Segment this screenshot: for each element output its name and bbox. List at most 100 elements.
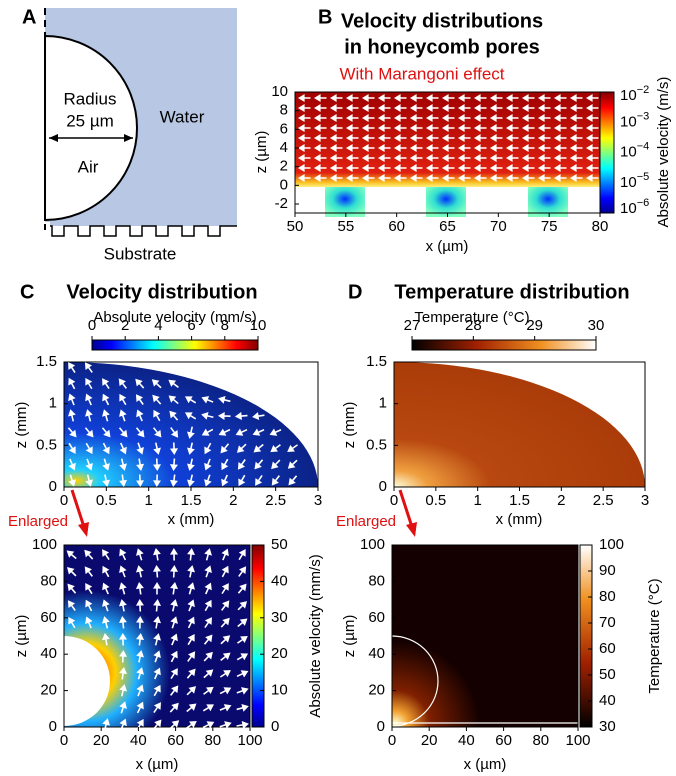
flow-arrow	[553, 174, 567, 182]
flow-arrow	[537, 174, 551, 182]
flow-arrow	[537, 154, 551, 162]
flow-arrow	[329, 104, 343, 112]
y-tick-label: 6	[280, 120, 288, 137]
arrow-head	[406, 522, 417, 537]
flow-arrow	[313, 104, 327, 112]
flow-arrow	[473, 94, 487, 102]
axis-label: x (µm)	[464, 756, 507, 773]
flow-arrow	[313, 154, 327, 162]
flow-arrow	[102, 582, 110, 595]
panel-label: D	[348, 281, 362, 303]
flow-arrow	[219, 721, 232, 729]
flow-arrow	[271, 459, 281, 470]
flow-arrow	[585, 134, 599, 142]
flow-arrow	[521, 124, 535, 132]
tick-base: 10	[620, 174, 637, 191]
arrow-heads	[49, 134, 133, 142]
flow-arrow	[553, 104, 567, 112]
flow-arrow	[119, 548, 127, 561]
x-tick-label: 2	[229, 492, 237, 509]
flow-arrow	[553, 114, 567, 122]
flow-arrow	[152, 548, 161, 561]
x-tick-label: 2.5	[593, 492, 614, 509]
flow-arrow	[102, 378, 110, 390]
panel-title: Velocity distributions	[341, 10, 543, 32]
y-tick-label: 100	[599, 536, 624, 553]
flow-arrow	[345, 104, 359, 112]
flow-arrow	[297, 94, 311, 102]
flow-arrow	[505, 104, 519, 112]
flow-arrow	[505, 124, 519, 132]
flow-arrow	[203, 634, 213, 645]
flow-arrow	[537, 134, 551, 142]
flow-arrow	[409, 114, 423, 122]
flow-arrow	[377, 114, 391, 122]
flow-arrow	[585, 124, 599, 132]
flow-arrow	[102, 599, 110, 612]
flow-arrow	[119, 667, 128, 680]
flow-arrow	[585, 144, 599, 152]
flow-arrow	[255, 474, 263, 486]
y-tick-label: -2	[275, 195, 288, 212]
x-tick-label: 80	[204, 732, 221, 749]
flow-arrow	[377, 174, 391, 182]
flow-arrow	[234, 412, 248, 421]
flow-arrow	[569, 154, 583, 162]
flow-arrow	[313, 164, 327, 172]
flow-arrow	[425, 164, 439, 172]
flow-arrow	[235, 428, 248, 436]
y-tick-label: 0	[280, 176, 288, 193]
flow-arrow	[329, 134, 343, 142]
colorbar	[579, 544, 593, 728]
flow-arrow	[345, 174, 359, 182]
y-tick-label: 100	[32, 536, 57, 553]
flow-arrow	[204, 582, 212, 595]
flow-arrow	[271, 475, 280, 486]
flow-arrow	[377, 134, 391, 142]
x-tick-label: 20	[421, 732, 438, 749]
flow-arrow	[313, 114, 327, 122]
panel-title: Temperature distribution	[394, 281, 629, 303]
flow-arrow	[169, 547, 178, 561]
flow-arrow	[521, 94, 535, 102]
flow-arrow	[85, 409, 93, 422]
flow-arrow	[425, 134, 439, 142]
flow-arrow	[118, 427, 128, 438]
flow-arrow	[220, 635, 231, 645]
flow-arrow	[252, 428, 265, 436]
flow-arrow	[473, 104, 487, 112]
flow-arrow	[457, 154, 471, 162]
flow-arrow	[84, 549, 94, 560]
colorbar	[91, 339, 259, 351]
flow-arrow	[136, 458, 145, 471]
flow-arrow	[473, 124, 487, 132]
y-tick-label: 0.5	[366, 436, 387, 453]
axis-label: x (µm)	[426, 238, 469, 255]
flow-arrow	[153, 616, 162, 629]
tick-exponent: −4	[637, 140, 650, 152]
flow-arrow	[297, 114, 311, 122]
axis-label: x (mm)	[496, 511, 543, 528]
flow-arrow	[361, 154, 375, 162]
flow-arrow	[361, 124, 375, 132]
x-tick-label: 8	[221, 317, 229, 334]
flow-arrow	[219, 687, 232, 695]
flow-arrow	[393, 114, 407, 122]
axis-label: z (µm)	[341, 615, 358, 658]
flow-arrow	[537, 144, 551, 152]
colorbar-label: Temperature (°C)	[414, 309, 529, 326]
x-tick-label: 100	[565, 732, 590, 749]
flow-arrow	[220, 617, 230, 628]
flow-arrow	[473, 134, 487, 142]
flow-arrow	[220, 443, 230, 454]
flow-arrow	[184, 412, 197, 420]
colorbar	[599, 91, 615, 214]
flow-arrow	[393, 144, 407, 152]
flow-arrow	[585, 164, 599, 172]
flow-arrow	[170, 599, 178, 612]
flow-arrow	[85, 393, 93, 406]
flow-arrow	[119, 458, 127, 471]
substrate-surface	[45, 225, 237, 237]
tick-base: 10	[620, 200, 637, 217]
x-tick-label: 28	[465, 317, 482, 334]
